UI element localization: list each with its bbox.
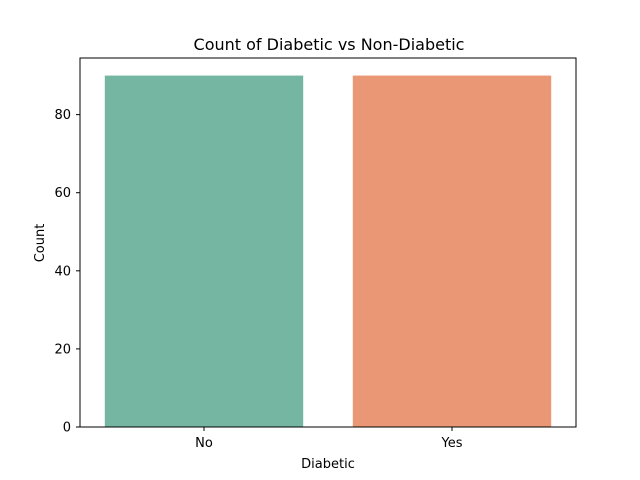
bar-yes bbox=[352, 75, 552, 428]
chart-title: Count of Diabetic vs Non-Diabetic bbox=[194, 35, 465, 54]
y-tick-label: 80 bbox=[54, 108, 71, 123]
plot-frame bbox=[79, 57, 577, 428]
bar-no bbox=[104, 75, 304, 428]
y-tick-label: 40 bbox=[54, 264, 71, 279]
x-tick-label: Yes bbox=[441, 436, 463, 451]
x-tick-label: No bbox=[195, 436, 213, 451]
y-tick-label: 0 bbox=[63, 421, 71, 436]
y-tick-label: 20 bbox=[54, 342, 71, 357]
x-axis-label: Diabetic bbox=[301, 457, 355, 472]
plot-area: No Yes 0 20 40 60 80 bbox=[54, 75, 552, 451]
y-tick-label: 60 bbox=[54, 186, 71, 201]
y-axis-label: Count bbox=[33, 224, 48, 263]
